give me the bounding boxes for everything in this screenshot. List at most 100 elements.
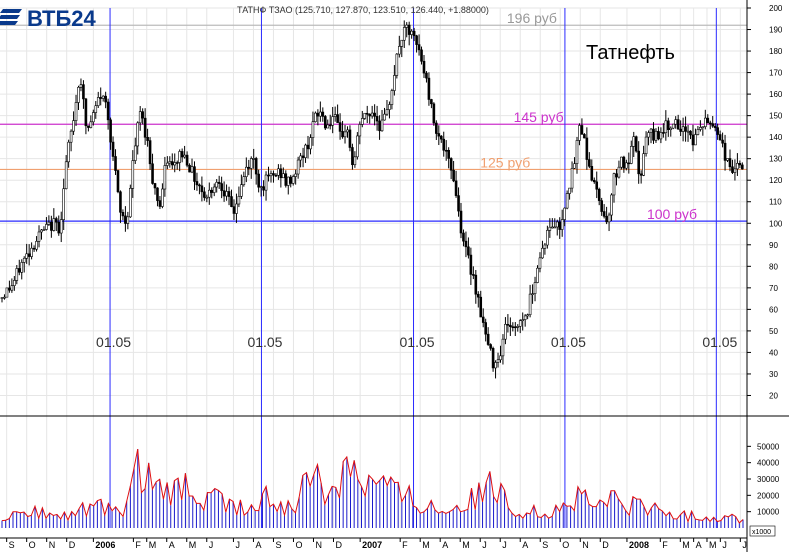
candle-body: [27, 253, 31, 257]
candle-body: [35, 241, 38, 250]
month-label: S: [542, 540, 548, 550]
candle-body: [158, 200, 162, 207]
candle-body: [92, 112, 95, 123]
date-marker-label: 01.05: [702, 334, 737, 350]
candle-body: [509, 324, 512, 328]
candle-body: [126, 216, 130, 224]
candle-body: [590, 166, 594, 181]
candle-body: [188, 164, 191, 173]
candle-body: [713, 125, 717, 128]
candle-body: [32, 247, 36, 250]
candle-body: [109, 119, 112, 143]
candle-body: [111, 141, 115, 157]
candle-body: [691, 134, 695, 146]
candle-body: [597, 188, 601, 201]
brand-name: ВТБ24: [27, 6, 97, 31]
candle-body: [168, 161, 172, 164]
candle-body: [627, 162, 631, 165]
candle-body: [104, 95, 107, 103]
candle-body: [620, 156, 623, 168]
candle-body: [585, 137, 589, 160]
month-label: O: [29, 540, 36, 550]
volume-bars: [1, 449, 744, 528]
candle-body: [437, 133, 441, 137]
candle-body: [304, 144, 307, 158]
price-level-label: 196 руб: [507, 10, 557, 26]
month-label: S: [9, 540, 15, 550]
candle-body: [681, 126, 685, 132]
candle-body: [469, 254, 473, 275]
candle-body: [42, 229, 46, 231]
candle-body: [600, 200, 603, 212]
month-label: D: [69, 540, 76, 550]
candle-body: [114, 156, 117, 171]
candle-body: [580, 125, 584, 135]
candle-body: [728, 158, 732, 168]
candle-body: [435, 122, 438, 134]
candle-body: [133, 145, 137, 161]
candle-body: [464, 240, 468, 248]
candle-body: [358, 124, 362, 137]
price-tick-label: 110: [769, 198, 782, 207]
candle-body: [380, 119, 384, 132]
candle-body: [706, 117, 710, 124]
candle-body: [217, 181, 221, 184]
month-label: J: [482, 540, 487, 550]
candle-body: [89, 121, 93, 128]
candle-body: [733, 168, 737, 173]
candle-body: [341, 131, 344, 138]
candle-body: [548, 226, 552, 231]
candle-body: [180, 151, 184, 158]
candle-body: [560, 219, 564, 230]
candle-body: [299, 155, 302, 161]
candle-body: [516, 326, 520, 328]
candle-body: [272, 173, 275, 176]
candle-body: [0, 297, 4, 299]
month-label: S: [275, 540, 281, 550]
candle-body: [232, 206, 236, 214]
candle-body: [467, 246, 470, 256]
candle-body: [489, 344, 492, 349]
candle-body: [131, 160, 135, 189]
candle-body: [420, 49, 423, 62]
candle-body: [639, 173, 643, 176]
candle-body: [323, 116, 327, 129]
candle-body: [398, 46, 401, 55]
candle-body: [430, 99, 433, 105]
candle-body: [602, 211, 606, 217]
candle-body: [741, 164, 744, 170]
candle-body: [716, 127, 719, 135]
candle-body: [615, 173, 618, 178]
candle-body: [124, 215, 127, 224]
candle-body: [195, 181, 199, 186]
candle-body: [72, 120, 75, 132]
candle-body: [513, 326, 517, 329]
candle-body: [198, 184, 201, 187]
year-label: 2006: [95, 540, 115, 550]
price-level-label: 125 руб: [480, 154, 530, 170]
candle-body: [242, 176, 246, 186]
candle-body: [612, 173, 616, 196]
candle-body: [296, 159, 300, 175]
candle-body: [360, 118, 364, 125]
price-tick-label: 80: [769, 262, 778, 271]
candle-body: [407, 24, 411, 35]
candle-body: [193, 166, 196, 182]
price-tick-label: 20: [769, 391, 778, 400]
month-label: D: [602, 540, 609, 550]
candle-body: [654, 130, 658, 141]
candle-body: [699, 127, 702, 130]
candle-body: [77, 86, 80, 103]
candle-body: [119, 191, 122, 213]
candle-body: [481, 316, 485, 323]
candle-body: [240, 184, 243, 197]
candle-body: [659, 132, 663, 140]
candle-body: [284, 173, 288, 186]
candle-body: [79, 84, 83, 88]
candle-body: [148, 140, 152, 165]
candle-body: [442, 138, 446, 151]
candle-body: [84, 98, 88, 127]
candle-body: [173, 162, 177, 166]
candle-body: [494, 362, 497, 369]
candle-body: [54, 218, 58, 223]
